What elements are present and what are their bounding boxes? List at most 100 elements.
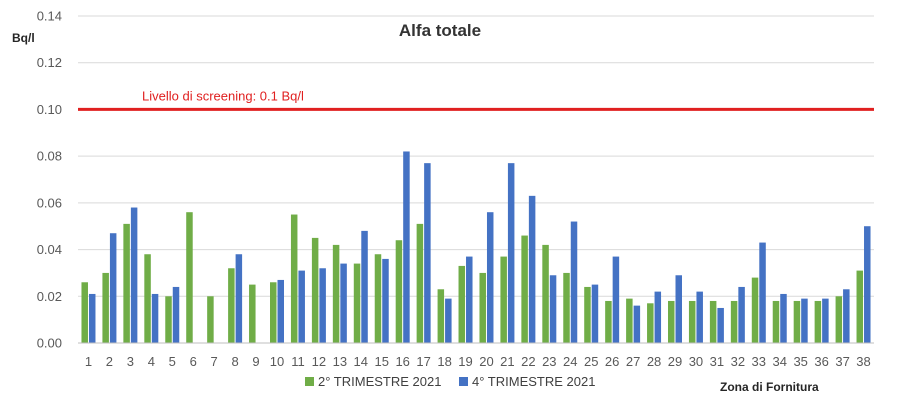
bar-4-trimestre-zona-32 (738, 286, 745, 343)
bar-2-trimestre-zona-27 (626, 298, 633, 343)
bar-2-trimestre-zona-5 (165, 296, 172, 343)
y-tick-label: 0.08 (37, 149, 62, 164)
bar-2-trimestre-zona-37 (835, 296, 843, 343)
x-tick-label: 33 (752, 354, 766, 369)
y-tick-label: 0.04 (37, 242, 62, 257)
bar-2-trimestre-zona-16 (395, 240, 403, 343)
legend-label-4-trimestre: 4° TRIMESTRE 2021 (472, 374, 595, 389)
bar-2-trimestre-zona-17 (416, 223, 424, 343)
bar-2-trimestre-zona-29 (668, 300, 675, 343)
bar-4-trimestre-zona-13 (340, 263, 347, 343)
bar-2-trimestre-zona-38 (856, 270, 864, 343)
x-tick-label: 12 (312, 354, 326, 369)
bar-2-trimestre-zona-14 (353, 263, 361, 343)
bar-2-trimestre-zona-28 (647, 303, 654, 343)
bar-2-trimestre-zona-3 (123, 223, 130, 343)
bar-4-trimestre-zona-5 (172, 286, 180, 343)
bar-4-trimestre-zona-22 (528, 195, 536, 343)
bar-2-trimestre-zona-6 (186, 212, 193, 343)
bar-4-trimestre-zona-11 (298, 270, 305, 343)
bar-2-trimestre-zona-4 (144, 254, 151, 343)
bar-2-trimestre-zona-22 (521, 235, 528, 343)
legend-swatch-2-trimestre (305, 377, 314, 386)
bar-2-trimestre-zona-2 (102, 272, 109, 343)
bar-2-trimestre-zona-20 (479, 272, 486, 343)
bar-2-trimestre-zona-33 (751, 277, 759, 343)
bar-4-trimestre-zona-8 (235, 254, 243, 343)
bar-4-trimestre-zona-35 (801, 298, 808, 343)
bar-4-trimestre-zona-2 (109, 233, 117, 343)
bar-4-trimestre-zona-16 (403, 151, 410, 343)
bar-4-trimestre-zona-12 (319, 268, 326, 343)
x-tick-label: 36 (814, 354, 828, 369)
x-tick-label: 3 (127, 354, 134, 369)
x-tick-label: 22 (521, 354, 535, 369)
x-tick-label: 24 (563, 354, 577, 369)
bar-4-trimestre-zona-3 (130, 207, 138, 343)
x-tick-label: 30 (689, 354, 703, 369)
bar-4-trimestre-zona-38 (864, 226, 871, 343)
bar-4-trimestre-zona-23 (549, 275, 557, 343)
x-tick-label: 38 (856, 354, 870, 369)
bar-4-trimestre-zona-34 (780, 293, 787, 343)
bar-4-trimestre-zona-20 (486, 212, 494, 343)
bar-2-trimestre-zona-25 (584, 286, 591, 343)
bar-4-trimestre-zona-37 (843, 289, 850, 343)
y-axis-label: Bq/l (12, 31, 35, 45)
bar-2-trimestre-zona-18 (437, 289, 445, 343)
bar-4-trimestre-zona-26 (612, 256, 620, 343)
x-tick-label: 15 (375, 354, 389, 369)
bar-4-trimestre-zona-25 (591, 284, 599, 343)
x-tick-label: 25 (584, 354, 598, 369)
bar-2-trimestre-zona-13 (332, 244, 340, 343)
bar-2-trimestre-zona-1 (81, 282, 88, 343)
x-tick-label: 19 (458, 354, 472, 369)
bar-4-trimestre-zona-31 (717, 307, 724, 343)
x-tick-label: 21 (500, 354, 514, 369)
x-tick-label: 16 (395, 354, 409, 369)
y-tick-label: 0.12 (37, 55, 62, 70)
bar-4-trimestre-zona-17 (424, 163, 431, 343)
bars (81, 151, 871, 343)
bar-2-trimestre-zona-30 (688, 300, 696, 343)
y-tick-label: 0.02 (37, 289, 62, 304)
x-tick-label: 10 (270, 354, 284, 369)
x-tick-label: 23 (542, 354, 556, 369)
x-tick-label: 14 (354, 354, 368, 369)
y-tick-label: 0.14 (37, 9, 62, 24)
bar-4-trimestre-zona-28 (654, 291, 662, 343)
screening-level-label: Livello di screening: 0.1 Bq/l (142, 88, 304, 103)
x-tick-label: 2 (106, 354, 113, 369)
bar-2-trimestre-zona-35 (793, 300, 801, 343)
bar-2-trimestre-zona-11 (290, 214, 298, 343)
y-tick-label: 0.00 (37, 336, 62, 351)
x-tick-label: 6 (190, 354, 197, 369)
bar-4-trimestre-zona-30 (696, 291, 703, 343)
gridlines (78, 15, 874, 297)
bar-4-trimestre-zona-4 (151, 293, 159, 343)
x-tick-label: 29 (668, 354, 682, 369)
bar-2-trimestre-zona-19 (458, 265, 466, 343)
x-tick-label: 4 (148, 354, 155, 369)
x-tick-label: 1 (85, 354, 92, 369)
x-tick-label: 31 (710, 354, 724, 369)
legend-swatch-4-trimestre (459, 377, 468, 386)
chart-title: Alfa totale (399, 21, 481, 40)
bar-2-trimestre-zona-15 (374, 254, 382, 343)
bar-2-trimestre-zona-36 (814, 300, 822, 343)
x-tick-label: 17 (416, 354, 430, 369)
x-tick-label: 27 (626, 354, 640, 369)
bar-4-trimestre-zona-36 (822, 298, 829, 343)
bar-2-trimestre-zona-8 (228, 268, 235, 343)
x-tick-label: 37 (835, 354, 849, 369)
x-tick-label: 20 (479, 354, 493, 369)
x-tick-label: 7 (211, 354, 218, 369)
bar-2-trimestre-zona-32 (730, 300, 738, 343)
x-tick-label: 35 (793, 354, 807, 369)
legend: 2° TRIMESTRE 2021 4° TRIMESTRE 2021 (305, 374, 595, 389)
bar-4-trimestre-zona-14 (361, 230, 368, 343)
bar-4-trimestre-zona-33 (759, 242, 766, 343)
x-tick-label: 9 (252, 354, 259, 369)
bar-4-trimestre-zona-18 (445, 298, 452, 343)
